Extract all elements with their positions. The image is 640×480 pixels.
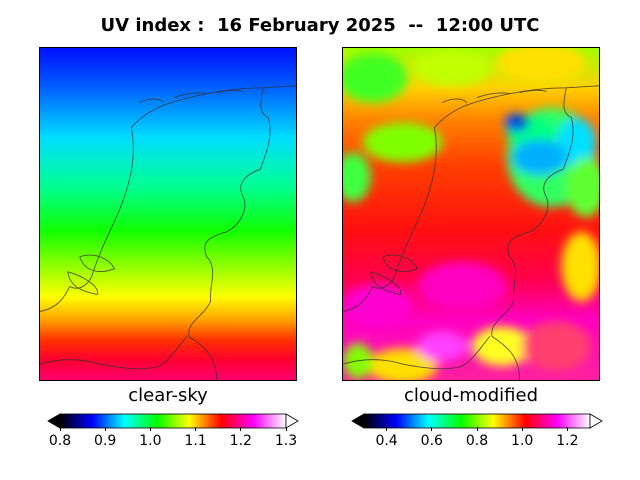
clear-sky-colorbar: 0.8 0.9 1.0 1.1 1.2 1.3 bbox=[47, 413, 308, 449]
clear-sky-map bbox=[39, 47, 297, 381]
colorbar-tick-label: 0.6 bbox=[407, 427, 457, 449]
colorbar-tick-label: 1.0 bbox=[125, 427, 175, 449]
figure-title: UV index : 16 February 2025 -- 12:00 UTC bbox=[100, 15, 540, 36]
country-borders bbox=[40, 85, 296, 380]
clear-sky-label: clear-sky bbox=[128, 385, 208, 406]
cloud-modified-map bbox=[342, 47, 600, 381]
colorbar-tick-label: 0.9 bbox=[80, 427, 130, 449]
cloud-modified-colorbar-graphic bbox=[351, 413, 603, 429]
colorbar-tick-label: 0.4 bbox=[362, 427, 412, 449]
cloud-modified-colorbar: 0.4 0.6 0.8 1.0 1.2 bbox=[351, 413, 612, 449]
colorbar-tick-label: 0.8 bbox=[35, 427, 85, 449]
cloud-modified-label: cloud-modified bbox=[403, 385, 539, 406]
colorbar-tick-label: 1.0 bbox=[497, 427, 547, 449]
country-borders bbox=[343, 85, 599, 380]
colorbar-tick-label: 1.2 bbox=[542, 427, 592, 449]
colorbar-tick-label: 1.2 bbox=[216, 427, 266, 449]
colorbar-tick-label: 1.1 bbox=[171, 427, 221, 449]
clear-sky-colorbar-graphic bbox=[47, 413, 299, 429]
colorbar-tick-label: 1.3 bbox=[261, 427, 311, 449]
colorbar-tick-label: 0.8 bbox=[452, 427, 502, 449]
